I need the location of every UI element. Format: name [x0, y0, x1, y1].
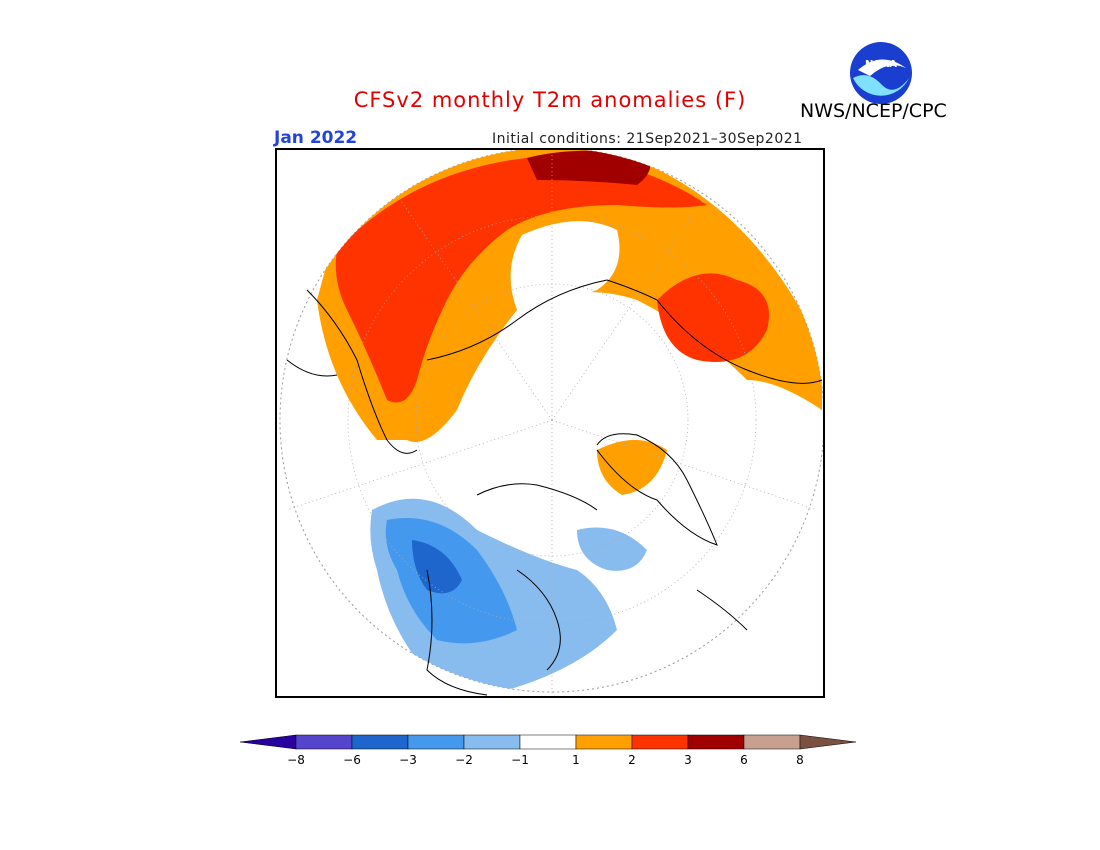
map-title: CFSv2 monthly T2m anomalies (F) [353, 88, 747, 112]
very-warm-region-north [527, 150, 651, 185]
neutral-gap [510, 221, 620, 310]
legend-tick-label: −8 [287, 753, 305, 767]
warm-region [335, 155, 707, 403]
legend-ticks: −8 −6 −3 −2 −1 1 2 3 6 8 [287, 753, 804, 767]
very-cold-region [412, 540, 462, 594]
legend-tick-label: −1 [511, 753, 529, 767]
legend-tick-label: 1 [572, 753, 580, 767]
legend-bin [351, 734, 409, 750]
legend-tick-label: −6 [343, 753, 361, 767]
legend-bin [407, 734, 465, 750]
legend-tick-label: −2 [455, 753, 473, 767]
warm-region-east [657, 273, 769, 362]
cool-region-east [577, 527, 647, 571]
legend-bin [519, 734, 577, 750]
legend-bin [295, 734, 353, 750]
coastlines [286, 279, 823, 696]
legend-arrow-high [799, 734, 857, 750]
initial-conditions: Initial conditions: 21Sep2021–30Sep2021 [492, 131, 803, 147]
legend-tick-label: 3 [684, 753, 692, 767]
legend-bins [240, 734, 857, 750]
color-legend: −8 −6 −3 −2 −1 1 2 3 6 8 [240, 734, 857, 767]
anomaly-fields [317, 150, 822, 690]
mild-warm-greenland [597, 440, 667, 495]
legend-tick-label: 8 [796, 753, 804, 767]
legend-bin [463, 734, 521, 750]
noaa-logo: NOAA [850, 42, 912, 104]
legend-bin [743, 734, 801, 750]
legend-bin [631, 734, 689, 750]
legend-arrow-low [240, 734, 297, 750]
legend-bin [687, 734, 745, 750]
legend-bin [575, 734, 633, 750]
polar-map [275, 148, 825, 698]
anomaly-map-svg [279, 150, 823, 696]
noaa-logo-text: NOAA [865, 59, 897, 70]
graticule [286, 150, 818, 695]
agency-label: NWS/NCEP/CPC [800, 100, 947, 122]
legend-tick-label: 2 [628, 753, 636, 767]
forecast-month: Jan 2022 [274, 128, 358, 148]
legend-tick-label: −3 [399, 753, 417, 767]
legend-tick-label: 6 [740, 753, 748, 767]
